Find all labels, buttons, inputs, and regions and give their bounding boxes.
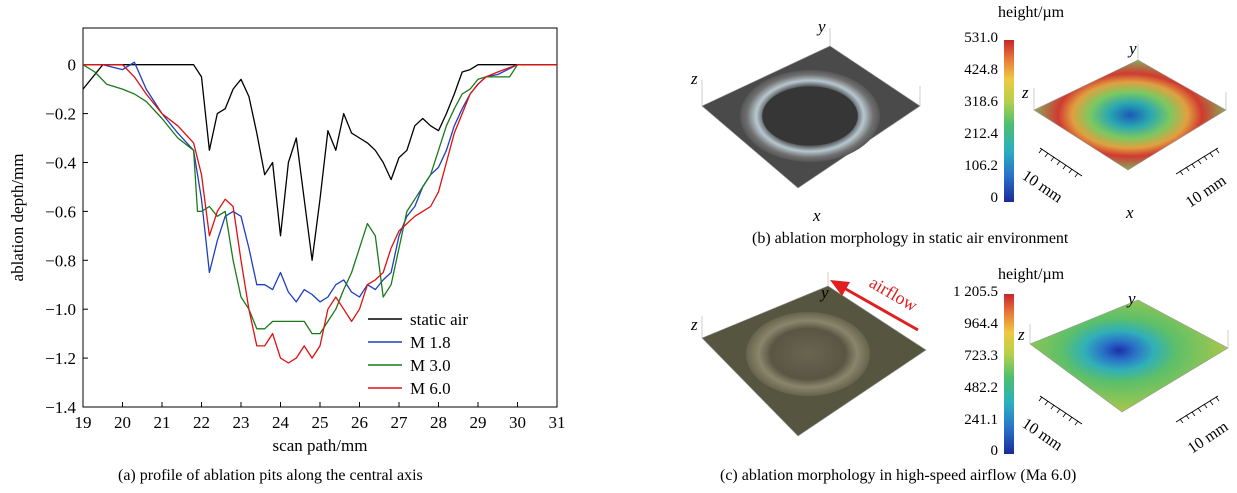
y-axis-label: ablation depth/mm [8, 154, 27, 282]
y-tick-label: −0.8 [45, 251, 76, 270]
y-tick-label: −1.2 [45, 349, 76, 368]
x-tick-label: 24 [272, 413, 290, 432]
height-surface [1033, 59, 1227, 171]
legend-label: M 3.0 [410, 356, 451, 375]
legend-label: M 6.0 [410, 379, 451, 398]
colorbar-tick: 531.0 [964, 30, 998, 46]
x-tick-label: 29 [470, 413, 487, 432]
axis-z-label: z [1021, 83, 1029, 102]
airflow-height-map-3d: z y 10 mm 10 mm [1018, 290, 1232, 458]
colorbar-tick: 0 [990, 443, 999, 459]
axis-y-label: y [819, 283, 829, 302]
colorbar-b [1004, 40, 1014, 202]
axis-x-label: x [1125, 203, 1134, 222]
axis-z-label: z [690, 69, 698, 88]
x-tick-label: 26 [351, 413, 368, 432]
colorbar-title-c: height/µm [998, 266, 1065, 283]
scale-ruler-left: 10 mm [1019, 395, 1083, 455]
y-tick-label: −1.0 [45, 300, 76, 319]
x-axis-label: scan path/mm [273, 436, 368, 455]
caption-panel-a: (a) profile of ablation pits along the c… [118, 467, 423, 484]
x-tick-label: 19 [75, 413, 92, 432]
axis-z-label: z [690, 315, 698, 334]
scale-label: 10 mm [1185, 418, 1232, 458]
colorbar-tick: 723.3 [964, 348, 998, 364]
axis-z-label: z [1018, 325, 1025, 344]
height-surface [1029, 299, 1229, 413]
colorbar-tick: 106.2 [964, 158, 998, 174]
colorbar-tick: 212.4 [964, 126, 998, 142]
x-tick-label: 20 [114, 413, 131, 432]
legend-label: static air [410, 310, 468, 329]
ablation-profile-chart: 19 20 21 22 23 24 25 26 27 28 29 30 31 0 −0.2 −0.4 −0.6 −… [8, 27, 566, 455]
y-tick-label: −0.2 [45, 105, 76, 124]
caption-panel-b: (b) ablation morphology in static air en… [752, 230, 1069, 247]
axis-y-label: y [1126, 290, 1136, 308]
axis-y-label: y [816, 18, 826, 36]
x-tick-label: 27 [391, 413, 409, 432]
x-tick-label: 22 [193, 413, 210, 432]
colorbar-c [1004, 294, 1014, 454]
colorbar-tick: 964.4 [964, 316, 998, 332]
x-tick-label: 30 [509, 413, 526, 432]
static-air-photo-3d: z y x [690, 18, 921, 223]
scale-ruler-right: 10 mm [1175, 395, 1232, 458]
airflow-photo-3d: z y airflow [690, 272, 927, 437]
ablation-pit [746, 312, 870, 396]
series-line-static-air [82, 64, 557, 261]
x-tick-label: 28 [430, 413, 447, 432]
colorbar-tick: 0 [990, 190, 999, 206]
scale-label: 10 mm [1019, 167, 1066, 207]
colorbar-tick: 318.6 [964, 94, 998, 110]
x-tick-label: 21 [154, 413, 171, 432]
airflow-label: airflow [866, 272, 921, 315]
scale-label: 10 mm [1183, 172, 1230, 212]
y-tick-label: −0.4 [45, 153, 76, 172]
pit-floor [761, 85, 859, 147]
plot-frame [82, 27, 558, 408]
colorbar-tick: 424.8 [964, 62, 998, 78]
colorbar-tick: 241.1 [964, 412, 998, 428]
y-tick-label: −1.4 [45, 398, 76, 417]
scale-ruler-right: 10 mm [1175, 147, 1230, 212]
colorbar-tick: 482.2 [964, 380, 998, 396]
x-tick-label: 23 [233, 413, 250, 432]
static-air-height-map-3d: z y x 10 mm 10 mm [1019, 40, 1230, 222]
series-line-M-6_0 [83, 64, 557, 364]
colorbar-tick: 1 205.5 [953, 284, 998, 300]
x-tick-label: 25 [312, 413, 329, 432]
scale-label: 10 mm [1019, 415, 1066, 455]
axis-y-label: y [1127, 40, 1137, 58]
y-tick-label: 0 [68, 56, 77, 75]
colorbar-title-b: height/µm [998, 4, 1065, 21]
axis-x-label: x [812, 206, 821, 223]
x-tick-label: 31 [549, 413, 566, 432]
legend-label: M 1.8 [410, 333, 451, 352]
scale-ruler-left: 10 mm [1019, 147, 1083, 207]
plot-layer: 19 20 21 22 23 24 25 26 27 28 29 30 31 0 −0.2 −0.4 −0.6 −… [8, 27, 566, 455]
y-tick-label: −0.6 [45, 202, 76, 221]
series-line-M-1_8 [83, 61, 557, 303]
caption-panel-c: (c) ablation morphology in high-speed ai… [720, 467, 1077, 484]
